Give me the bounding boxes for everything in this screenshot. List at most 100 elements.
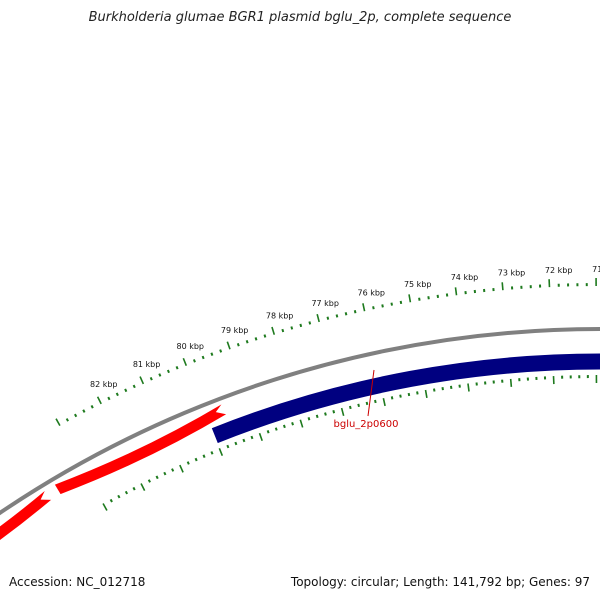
major-tick [139, 376, 145, 385]
major-tick [362, 303, 366, 312]
minor-tick [158, 373, 162, 377]
major-tick [102, 503, 108, 511]
major-tick [340, 407, 345, 417]
kbp-label: 74 kbp [451, 273, 479, 282]
major-tick [509, 378, 513, 387]
minor-tick [82, 409, 86, 413]
minor-tick [219, 349, 223, 353]
major-tick [382, 397, 386, 407]
minor-tick [308, 321, 312, 325]
minor-tick [155, 475, 159, 480]
minor-tick [201, 355, 205, 360]
minor-tick [210, 352, 214, 356]
forward-gene-arrow[interactable] [0, 488, 54, 592]
major-tick [55, 418, 61, 427]
minor-tick [263, 334, 267, 338]
minor-tick [399, 300, 403, 305]
topology-summary: Topology: circular; Length: 141,792 bp; … [290, 575, 590, 589]
kbp-labels: 82 kbp 81 kbp 80 kbp 79 kbp 78 kbp 77 kbp 76 k… [90, 265, 600, 389]
minor-tick [344, 312, 348, 316]
minor-tick [390, 396, 394, 400]
minor-tick [250, 435, 254, 440]
minor-tick [226, 444, 230, 449]
kbp-label: 71 kbp [592, 265, 600, 274]
minor-tick [399, 394, 402, 398]
major-tick [182, 357, 188, 366]
kbp-label: 79 kbp [221, 326, 249, 335]
minor-tick [236, 343, 240, 347]
minor-tick [124, 388, 128, 393]
minor-tick [124, 490, 129, 495]
major-tick [226, 341, 231, 350]
minor-tick [353, 310, 357, 314]
minor-tick [326, 316, 330, 320]
minor-tick [372, 306, 375, 310]
minor-tick [210, 451, 214, 455]
minor-tick [171, 468, 175, 472]
outer-scale-ticks [55, 278, 597, 427]
minor-tick [234, 441, 238, 446]
map-title: Burkholderia glumae BGR1 plasmid bglu_2p… [88, 10, 512, 25]
minor-tick [90, 404, 94, 409]
minor-tick [175, 366, 179, 370]
minor-tick [202, 454, 206, 458]
minor-tick [357, 403, 360, 408]
minor-tick [365, 401, 369, 406]
minor-tick [186, 461, 190, 465]
minor-tick [245, 340, 249, 344]
minor-tick [242, 438, 246, 443]
kbp-label: 82 kbp [90, 380, 118, 389]
minor-tick [115, 392, 119, 397]
inner-scale-ticks [102, 375, 598, 511]
minor-tick [281, 328, 285, 333]
major-tick [258, 432, 263, 442]
minor-tick [65, 418, 69, 422]
kbp-label: 77 kbp [311, 299, 339, 308]
minor-tick [290, 326, 294, 330]
major-tick [424, 389, 428, 398]
minor-tick [348, 405, 352, 410]
gene-label-leader [367, 369, 375, 417]
minor-tick [163, 471, 167, 476]
gene-label: bglu_2p0600 [334, 419, 399, 430]
minor-tick [132, 486, 136, 491]
minor-tick [266, 430, 270, 434]
major-tick [467, 383, 470, 392]
minor-tick [149, 376, 153, 381]
kbp-label: 76 kbp [358, 288, 386, 297]
minor-tick [166, 369, 170, 374]
minor-tick [274, 427, 278, 431]
minor-tick [254, 337, 258, 341]
minor-tick [315, 414, 319, 419]
plasmid-backbone [0, 327, 600, 516]
minor-tick [307, 417, 311, 421]
accession-text: Accession: NC_012718 [9, 575, 146, 589]
major-tick [299, 419, 304, 428]
major-tick [316, 314, 320, 323]
minor-tick [117, 494, 121, 499]
major-tick [501, 282, 504, 291]
minor-tick [332, 410, 336, 414]
kbp-label: 78 kbp [266, 311, 294, 320]
major-tick [218, 448, 224, 457]
minor-tick [381, 304, 384, 308]
major-tick [271, 326, 276, 335]
minor-tick [107, 396, 111, 401]
forward-gene-arrow[interactable] [53, 402, 229, 496]
minor-tick [416, 391, 419, 395]
reverse-gene-block[interactable] [210, 352, 600, 445]
minor-tick [374, 399, 377, 404]
kbp-label: 80 kbp [176, 342, 204, 351]
minor-tick [407, 392, 411, 397]
major-tick [408, 294, 412, 303]
kbp-label: 81 kbp [133, 360, 161, 369]
major-tick [454, 287, 458, 296]
minor-tick [390, 302, 394, 306]
minor-tick [109, 498, 113, 503]
major-tick [179, 464, 184, 473]
minor-tick [299, 323, 303, 328]
minor-tick [282, 424, 286, 429]
minor-tick [74, 413, 78, 418]
minor-tick [291, 422, 294, 426]
